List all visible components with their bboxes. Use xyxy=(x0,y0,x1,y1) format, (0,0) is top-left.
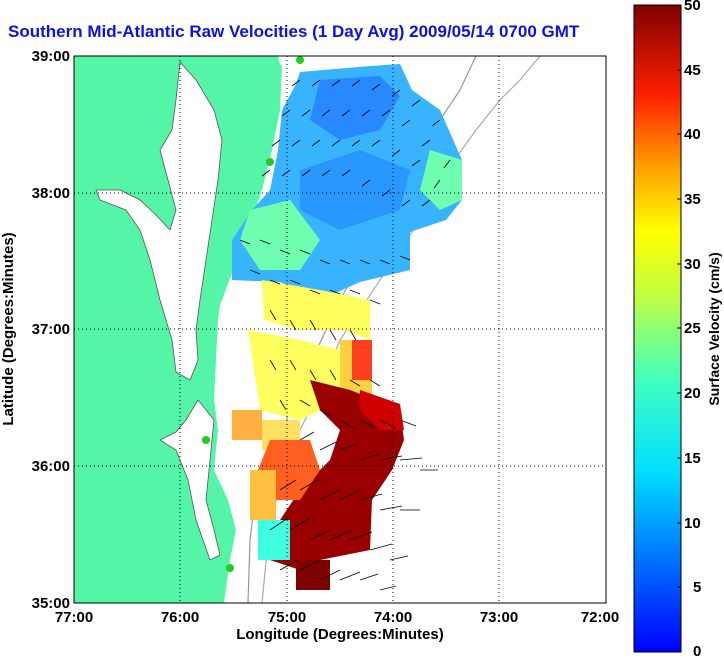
x-tick-label: 72:00 xyxy=(581,609,619,626)
y-tick-labels: 39:00 38:00 37:00 36:00 35:00 xyxy=(32,48,70,612)
x-tick-label: 74:00 xyxy=(374,609,412,626)
colorbar-label: Surface Velocity (cm/s) xyxy=(706,252,722,405)
x-axis-label: Longitude (Degrees:Minutes) xyxy=(236,626,444,643)
colorbar-tick-label: 5 xyxy=(693,579,701,596)
colorbar-tick-label: 15 xyxy=(684,450,701,467)
colorbar xyxy=(633,4,682,653)
y-tick-label: 36:00 xyxy=(32,458,70,475)
colorbar-ticks xyxy=(677,4,681,653)
grid-lines xyxy=(74,56,606,603)
station-marker xyxy=(226,564,234,572)
y-tick-label: 39:00 xyxy=(32,48,70,65)
colorbar-tick-label: 40 xyxy=(684,126,701,143)
x-tick-labels: 77:00 76:00 75:00 74:00 73:00 72:00 xyxy=(55,609,619,626)
colorbar-tick-label: 30 xyxy=(684,256,701,273)
station-marker xyxy=(202,436,210,444)
station-marker xyxy=(296,56,304,64)
x-tick-label: 75:00 xyxy=(268,609,306,626)
y-tick-label: 37:00 xyxy=(32,321,70,338)
x-tick-label: 76:00 xyxy=(161,609,199,626)
station-marker xyxy=(266,158,274,166)
colorbar-tick-label: 0 xyxy=(693,643,701,659)
x-tick-label: 77:00 xyxy=(55,609,93,626)
map-title: Southern Mid-Atlantic Raw Velocities (1 … xyxy=(8,22,580,41)
x-tick-label: 73:00 xyxy=(480,609,518,626)
stations xyxy=(202,56,304,572)
y-tick-label: 35:00 xyxy=(32,595,70,612)
y-axis-label: Latitude (Degrees:Minutes) xyxy=(0,232,17,425)
velocity-arrows xyxy=(239,79,451,591)
y-tick-label: 38:00 xyxy=(32,185,70,202)
colorbar-tick-label: 50 xyxy=(684,0,701,14)
colorbar-tick-labels: 50 45 40 35 30 25 20 15 10 5 0 xyxy=(684,0,701,659)
bay-water xyxy=(95,61,223,381)
velocity-field xyxy=(232,64,462,590)
colorbar-tick-label: 25 xyxy=(684,320,701,337)
peninsula xyxy=(212,60,282,320)
plot-frame xyxy=(73,55,607,604)
colorbar-tick-label: 35 xyxy=(684,191,701,208)
colorbar-tick-label: 10 xyxy=(684,515,701,532)
colorbar-tick-label: 45 xyxy=(684,62,701,79)
colorbar-tick-label: 20 xyxy=(684,385,701,402)
